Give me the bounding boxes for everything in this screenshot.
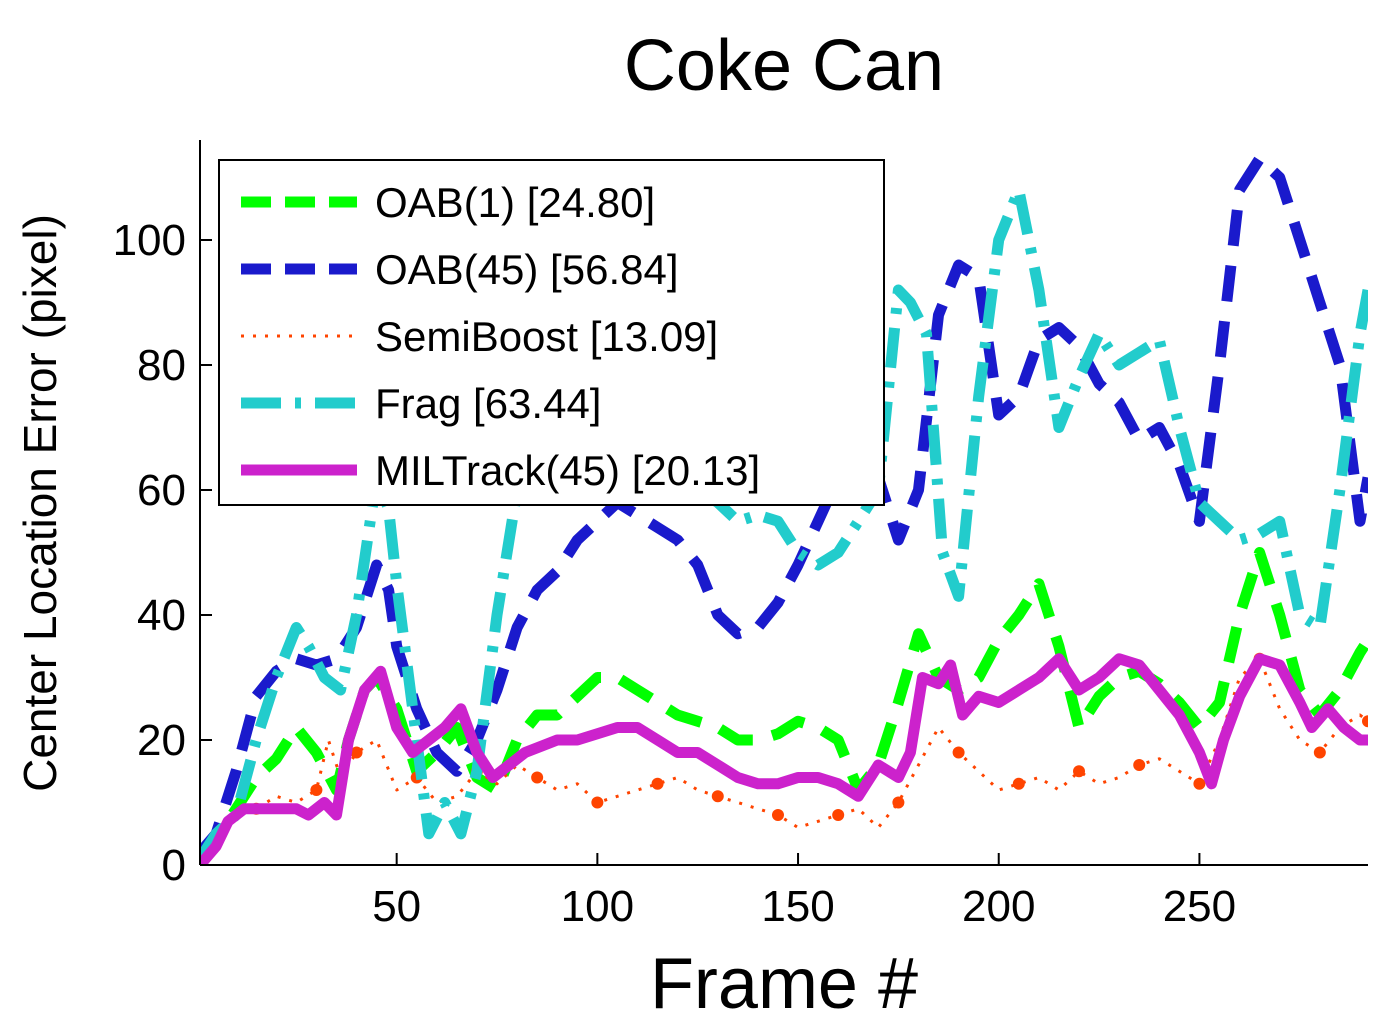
series-line-2 <box>200 657 1368 865</box>
series-point-2 <box>832 809 845 821</box>
y-tick-label: 60 <box>137 466 186 515</box>
legend-label-1: OAB(45) [56.84] <box>375 246 679 293</box>
x-tick-label: 250 <box>1163 882 1236 931</box>
legend-label-0: OAB(1) [24.80] <box>375 179 655 226</box>
chart-title: Coke Can <box>624 26 944 106</box>
series-point-2 <box>771 809 784 821</box>
series-point-2 <box>1133 759 1146 771</box>
series-point-2 <box>711 790 724 803</box>
y-tick-label: 40 <box>137 591 186 640</box>
series-line-1 <box>200 153 1368 857</box>
legend-box <box>218 159 885 506</box>
series-point-2 <box>892 796 905 809</box>
series-point-2 <box>350 746 363 759</box>
legend-label-4: MILTrack(45) [20.13] <box>375 447 760 494</box>
series-point-2 <box>310 784 323 796</box>
x-tick-label: 100 <box>561 882 634 931</box>
y-tick-label: 0 <box>162 841 186 890</box>
series-line-4 <box>200 653 1368 865</box>
series-point-2 <box>1313 746 1326 759</box>
legend: OAB(1) [24.80] OAB(45) [56.84] SemiBoost [… <box>218 159 885 506</box>
tick-labels: 0 20 40 60 80 100 50 100 150 200 250 <box>113 216 1237 931</box>
series-point-2 <box>952 746 965 759</box>
axes <box>199 140 1368 866</box>
y-axis-label: Center Location Error (pixel) <box>14 214 66 792</box>
x-tick-label: 200 <box>962 882 1035 931</box>
series-layer <box>200 153 1368 865</box>
y-tick-label: 100 <box>113 216 186 265</box>
legend-label-3: Frag [63.44] <box>375 380 601 427</box>
x-axis-label: Frame # <box>650 944 918 1024</box>
series-line-3 <box>200 184 1368 862</box>
x-tick-label: 150 <box>761 882 834 931</box>
series-point-2 <box>591 796 604 809</box>
series-point-2 <box>651 777 664 790</box>
series-point-2 <box>531 771 544 784</box>
x-tick-label: 50 <box>372 882 421 931</box>
series-point-2 <box>1362 715 1368 728</box>
series-point-2 <box>1073 765 1086 778</box>
series-point-2 <box>1012 777 1025 790</box>
series-line-0 <box>200 547 1368 863</box>
series-point-2 <box>1193 777 1206 790</box>
legend-label-2: SemiBoost [13.09] <box>375 313 718 360</box>
y-tick-label: 20 <box>137 716 186 765</box>
y-tick-label: 80 <box>137 341 186 390</box>
